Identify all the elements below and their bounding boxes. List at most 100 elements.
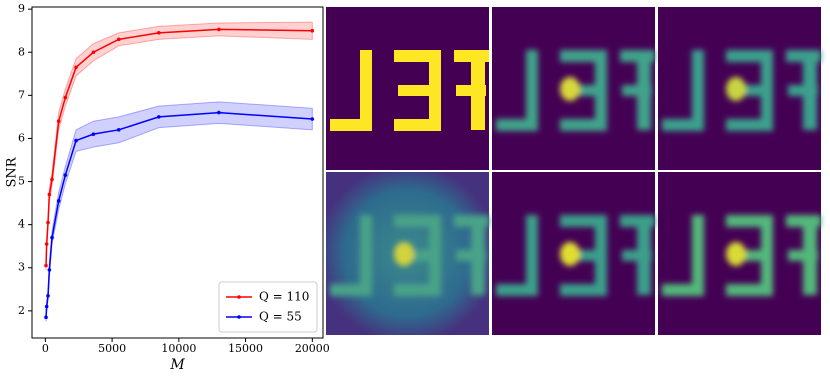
glyph-stroke (692, 50, 704, 130)
y-axis-label: SNR (5, 156, 20, 187)
point (50, 235, 54, 240)
y-tick-label: 4 (18, 218, 25, 231)
glyph-stroke (662, 284, 704, 296)
glyph-stroke (454, 215, 489, 227)
glyph-stroke (564, 85, 607, 96)
highlight (726, 77, 746, 101)
image-glyphs (662, 50, 821, 131)
glyph-stroke (526, 215, 538, 295)
glyph-stroke (330, 119, 372, 131)
glyph-stroke (788, 85, 818, 96)
image-glyphs (496, 215, 655, 296)
x-tick-label: 10000 (161, 342, 196, 355)
glyph-stroke (726, 284, 773, 296)
point (217, 110, 221, 115)
y-tick-label: 5 (18, 175, 25, 188)
glyph-stroke (560, 50, 607, 62)
glyph-stroke (454, 50, 489, 62)
point (63, 173, 68, 177)
highlight (726, 242, 746, 266)
glyph-stroke (394, 284, 441, 296)
glyph-stroke (398, 85, 441, 96)
point (310, 117, 315, 121)
glyph-stroke (360, 215, 372, 295)
glyph-stroke (394, 119, 441, 131)
highlight (560, 242, 580, 266)
point (47, 192, 52, 197)
highlight (394, 242, 414, 266)
glyph-stroke (496, 284, 538, 296)
glyph-stroke (496, 119, 538, 131)
glyph-stroke (786, 50, 821, 62)
legend-marker (237, 295, 241, 299)
glyph-stroke (560, 215, 607, 227)
glyph-stroke (620, 215, 655, 227)
x-tick-label: 5000 (98, 342, 126, 355)
point (46, 220, 50, 225)
point (46, 293, 50, 298)
point (91, 50, 96, 55)
point (44, 242, 49, 246)
glyph-stroke (662, 119, 704, 131)
point (157, 31, 161, 35)
y-tick-label: 7 (18, 88, 25, 101)
glyph-stroke (620, 50, 655, 62)
y-tick-label: 2 (18, 304, 25, 317)
x-axis-label: M (169, 357, 185, 373)
legend-label: Q = 55 (259, 310, 302, 324)
glyph-stroke (730, 250, 773, 261)
point (56, 199, 61, 203)
glyph-stroke (456, 250, 486, 261)
highlight (560, 77, 580, 101)
point (91, 132, 96, 136)
point (310, 28, 315, 33)
legend-box (218, 281, 318, 333)
glyph-stroke (394, 215, 441, 227)
plot-frame (31, 6, 324, 339)
point (44, 304, 49, 309)
glyph-stroke (360, 50, 372, 130)
x-tick-label: 15000 (228, 342, 263, 355)
glyph-stroke (726, 50, 773, 62)
glyph-stroke (726, 119, 773, 131)
point (50, 177, 54, 182)
point (116, 128, 121, 132)
y-tick-label: 9 (18, 2, 25, 15)
legend-label: Q = 110 (259, 290, 309, 304)
image-glyphs (330, 50, 489, 131)
legend-marker (237, 315, 241, 319)
point (74, 65, 78, 70)
glyph-stroke (786, 215, 821, 227)
glyph-stroke (560, 119, 607, 131)
glyph-stroke (692, 215, 704, 295)
glyph-stroke (726, 215, 773, 227)
glyph-stroke (622, 85, 652, 96)
glyph-stroke (330, 284, 372, 296)
point (44, 263, 48, 268)
y-tick-label: 8 (18, 45, 25, 58)
glyph-stroke (560, 284, 607, 296)
glyph-stroke (564, 250, 607, 261)
point (74, 138, 78, 143)
point (63, 95, 68, 100)
point (56, 119, 61, 124)
y-tick-label: 3 (18, 261, 25, 274)
image-glyphs (496, 50, 655, 131)
glyph-stroke (788, 250, 818, 261)
image-glyphs (330, 215, 489, 296)
y-tick-label: 6 (18, 131, 25, 144)
image-glyphs (662, 215, 821, 296)
x-tick-label: 20000 (295, 342, 330, 355)
glyph-stroke (622, 250, 652, 261)
glyph-stroke (456, 85, 486, 96)
point (157, 115, 161, 119)
point (116, 37, 121, 42)
x-tick-label: 0 (42, 342, 49, 355)
glyph-stroke (394, 50, 441, 62)
reconstruction-images (326, 7, 821, 335)
point (44, 315, 48, 320)
glyph-stroke (398, 250, 441, 261)
glyph-stroke (730, 85, 773, 96)
point (47, 268, 52, 272)
